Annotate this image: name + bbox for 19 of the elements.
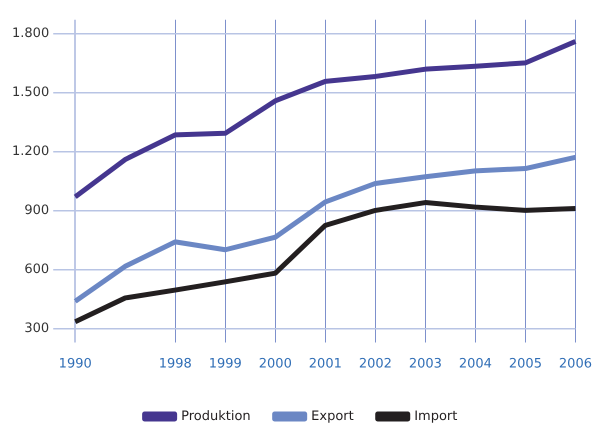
x-tick-label: 2001: [308, 356, 342, 372]
x-tick-label: 1999: [208, 356, 242, 372]
y-tick-label: 900: [24, 202, 50, 218]
y-tick-label: 1.800: [12, 26, 50, 41]
x-tick-label: 2006: [558, 356, 592, 372]
x-tick-label: 2002: [358, 356, 392, 372]
legend-label: Export: [311, 408, 354, 424]
y-tick-label: 600: [24, 262, 50, 277]
y-tick-label: 1.500: [12, 84, 50, 100]
legend-label: Produktion: [181, 408, 251, 424]
x-tick-label: 2004: [458, 356, 492, 372]
x-tick-label: 1998: [158, 356, 192, 372]
y-tick-label: 1.200: [12, 144, 50, 159]
x-tick-label: 2005: [508, 356, 542, 372]
x-tick-label: 2000: [258, 356, 292, 372]
x-tick-label: 2003: [408, 356, 442, 372]
y-tick-label: 300: [24, 321, 50, 336]
legend-label: Import: [414, 408, 458, 424]
x-tick-label: 1990: [58, 356, 92, 372]
